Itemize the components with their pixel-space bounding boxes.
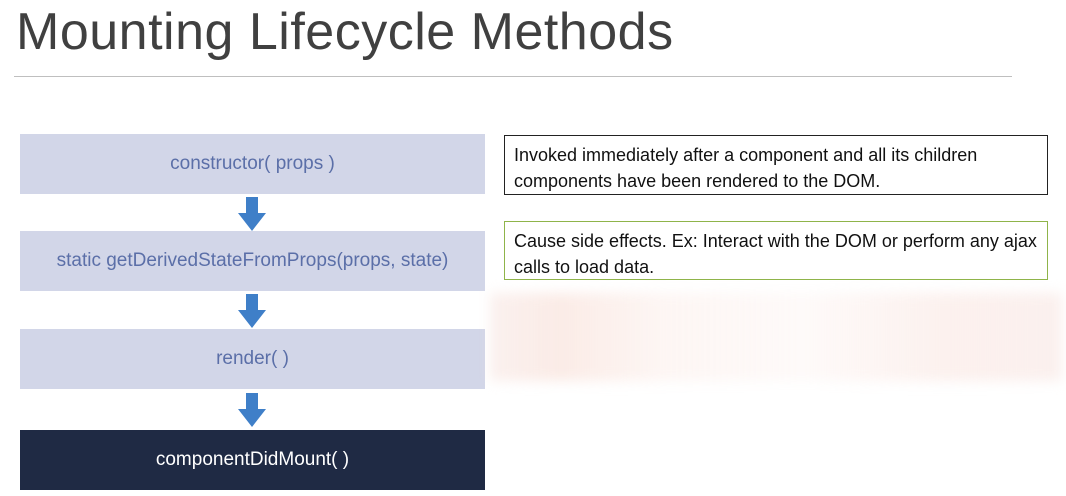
step-get-derived-state-from-props: static getDerivedStateFromProps(props, s…	[20, 231, 485, 291]
down-arrow-icon	[238, 294, 266, 328]
step-render: render( )	[20, 329, 485, 389]
description-note: Invoked immediately after a component an…	[504, 135, 1048, 195]
down-arrow-icon	[238, 197, 266, 231]
step-component-did-mount: componentDidMount( )	[20, 430, 485, 490]
title-divider	[14, 76, 1012, 77]
step-constructor: constructor( props )	[20, 134, 485, 194]
blurred-region	[490, 293, 1062, 381]
usage-note: Cause side effects. Ex: Interact with th…	[504, 221, 1048, 280]
slide-title: Mounting Lifecycle Methods	[16, 3, 674, 61]
down-arrow-icon	[238, 393, 266, 427]
